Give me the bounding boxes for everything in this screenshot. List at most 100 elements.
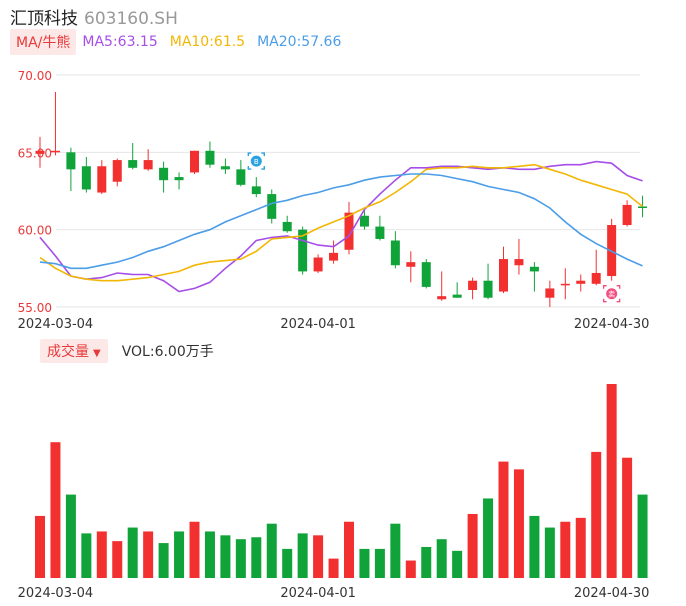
marker-frame [602,285,621,303]
volume-bar [220,535,231,578]
candle [282,215,292,233]
candle-body [514,259,524,266]
candle-body [545,288,555,298]
ma10-legend: MA10:61.5 [169,34,246,50]
candle-body [205,150,215,165]
candle [406,251,416,283]
candle [159,161,169,193]
candle [128,143,138,170]
candle-body [437,296,447,300]
dropdown-caret-icon: ▼ [93,348,101,359]
candle [452,282,462,298]
ma20-legend: MA20:57.66 [257,34,342,50]
volume-bar [374,548,385,578]
volume-bar [65,494,76,578]
volume-bar [544,527,555,578]
volume-value: VOL:6.00万手 [121,344,214,360]
candle-body [329,252,339,261]
candle-body [35,150,45,154]
candle-body [375,226,385,239]
volume-bar [96,531,107,578]
candle-body [298,229,308,272]
ma5-legend: MA5:63.15 [82,34,158,50]
candle [329,240,339,264]
ma-legend: MA/牛熊 MA5:63.15 MA10:61.5 MA20:57.66 [10,29,353,55]
candle-body [267,194,277,219]
date-axis-tick-label: 2024-04-01 [280,586,356,601]
candle-body [220,166,230,170]
volume-bar [436,539,447,578]
marker-dot [606,288,618,300]
volume-bar [81,533,92,578]
volume-indicator-button[interactable]: 成交量 ▼ [40,339,108,363]
candle [576,274,586,292]
stock-code: 603160.SH [84,9,178,29]
candle [344,201,354,255]
volume-bar [50,442,61,578]
marker-label: B [254,158,259,166]
candle [545,280,555,307]
candle-body [174,177,184,181]
candle [236,160,246,187]
volume-bar [467,513,478,578]
trade-marker: B [247,152,265,170]
candle-body [112,160,122,182]
candle [97,160,107,195]
volume-bar [143,531,154,578]
ma10-line [39,163,644,282]
candle-body [421,262,431,287]
candle [483,263,493,300]
candle [591,249,601,286]
candle [251,177,261,198]
price-axis-tick-label: 60.00 [18,224,52,238]
candle-body [390,240,400,266]
candle [529,262,539,292]
volume-bar [529,515,540,578]
candle-body [97,166,107,193]
trade-marker: 卖 [602,285,621,303]
marker-dot [250,155,262,167]
candle [421,259,431,289]
ma-indicator-button[interactable]: MA/牛熊 [10,29,77,55]
volume-bar [421,546,432,578]
candle-body [50,150,60,153]
candle-body [576,280,586,284]
candle [298,226,308,275]
date-axis-tick-label: 2024-04-30 [574,586,650,601]
candle-body [529,266,539,272]
candle-body [128,160,138,168]
candle-body [638,206,648,209]
volume-indicator-label: 成交量 [47,344,89,360]
volume-bar [35,515,45,578]
candle-body [483,280,493,298]
volume-bar [112,541,123,578]
candle-body [251,186,261,195]
date-axis-tick-label: 2024-04-01 [280,317,356,332]
candle-body [359,215,369,227]
candle [560,268,570,300]
candle-body [66,152,76,170]
candle-body [313,257,323,272]
volume-bar [266,523,277,578]
candle [112,158,122,187]
candle-body [236,169,246,185]
volume-bar [235,539,246,578]
volume-bar [313,535,324,578]
volume-bar [622,457,633,578]
volume-bar [637,494,648,578]
candle [205,141,215,168]
volume-bar [204,531,215,578]
candle [514,238,524,275]
volume-bar [560,521,571,578]
volume-bar [483,498,494,578]
volume-bar [452,550,463,578]
candle [638,195,648,218]
candle-body [560,283,570,286]
candle-body [81,166,91,190]
volume-bar [359,548,370,578]
volume-bar [405,560,416,578]
candle [66,147,76,191]
candle-body [190,150,199,173]
candle [81,156,91,193]
